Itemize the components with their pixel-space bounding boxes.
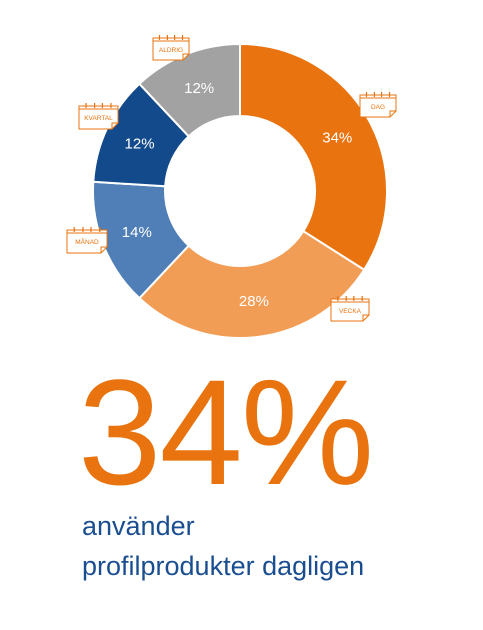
- calendar-label-vecka: VECKA: [339, 308, 362, 315]
- calendar-icon: [78, 103, 119, 130]
- calendar-icon: [330, 296, 370, 322]
- slice-value-label: 34%: [322, 130, 352, 147]
- headline-caption-line-1: använder: [82, 511, 195, 541]
- slice-value-label: 28%: [239, 293, 269, 310]
- calendar-label-manad: MÅNAD: [75, 237, 99, 246]
- headline-caption-line-2: profilprodukter dagligen: [82, 551, 365, 581]
- donut-chart: 34% 28% 14% 12% 12% DAG VECKA MÅNAD KVARTAL ALDRI…: [66, 35, 397, 339]
- calendar-label-dag: DAG: [371, 104, 385, 111]
- donut-slice-dag: [239, 42, 388, 272]
- donut-slice-aldrig: [137, 42, 241, 138]
- slice-value-label: 12%: [184, 80, 214, 97]
- calendar-label-kvartal: KVARTAL: [84, 115, 113, 122]
- headline-percentage: 34%: [78, 348, 374, 516]
- calendar-icon: [66, 227, 108, 254]
- calendar-label-aldrig: ALDRIG: [159, 47, 183, 54]
- donut-slice-vecka: [137, 229, 366, 339]
- calendar-icon: [359, 92, 397, 118]
- slice-value-label: 14%: [122, 224, 152, 241]
- slice-value-label: 12%: [125, 136, 155, 153]
- calendar-icon: [152, 35, 190, 61]
